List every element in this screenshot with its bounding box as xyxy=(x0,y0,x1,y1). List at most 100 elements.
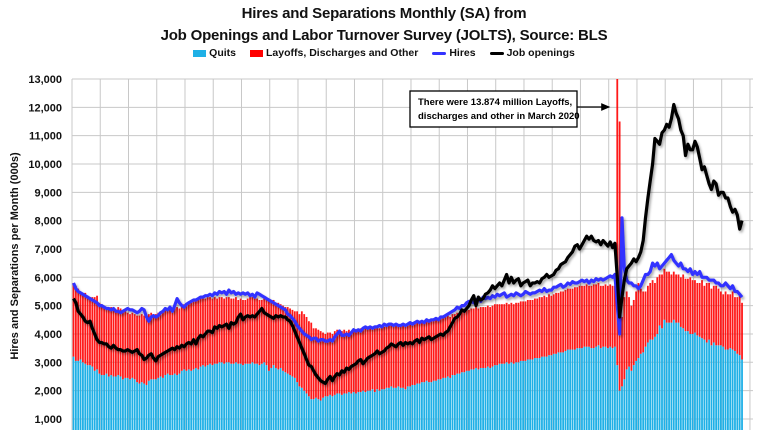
bar-quits xyxy=(355,393,357,430)
bar-layoffs xyxy=(322,332,324,398)
bar-layoffs xyxy=(564,290,567,351)
bar-layoffs xyxy=(333,331,336,395)
bar-quits xyxy=(275,367,277,430)
bar-layoffs xyxy=(524,301,527,361)
bar-layoffs xyxy=(267,301,270,371)
bar-layoffs xyxy=(588,285,590,347)
bar-quits xyxy=(696,335,699,430)
bar-layoffs xyxy=(251,297,254,363)
bar-layoffs xyxy=(493,304,496,366)
bar-layoffs xyxy=(463,309,466,373)
bar-quits xyxy=(585,346,588,430)
bar-layoffs xyxy=(533,298,536,359)
bar-quits xyxy=(715,345,718,430)
bar-layoffs xyxy=(453,314,456,376)
bar-layoffs xyxy=(430,321,433,383)
bar-layoffs xyxy=(665,271,668,323)
bar-layoffs xyxy=(192,301,195,370)
bar-layoffs xyxy=(420,321,423,383)
bar-layoffs xyxy=(446,315,449,377)
bar-layoffs xyxy=(343,329,346,394)
bar-layoffs xyxy=(552,294,555,354)
bar-quits xyxy=(270,367,273,430)
bar-quits xyxy=(291,376,294,430)
bar-layoffs xyxy=(731,291,734,350)
bar-layoffs xyxy=(712,285,715,343)
bar-quits xyxy=(609,346,612,430)
y-tick-label: 13,000 xyxy=(28,74,62,86)
bar-layoffs xyxy=(277,302,280,370)
bar-layoffs xyxy=(138,315,141,384)
annotation-line-2: discharges and other in March 2020 xyxy=(418,111,580,122)
bar-layoffs xyxy=(498,304,501,364)
bar-layoffs xyxy=(628,297,630,367)
bar-quits xyxy=(416,383,419,430)
bar-quits xyxy=(246,363,249,430)
bar-layoffs xyxy=(166,308,169,374)
bar-quits xyxy=(719,345,722,430)
bar-quits xyxy=(406,386,409,430)
bar-quits xyxy=(616,365,619,430)
bar-quits xyxy=(206,365,209,430)
bar-quits xyxy=(317,399,320,430)
bar-layoffs xyxy=(286,307,289,374)
bar-layoffs xyxy=(651,280,654,340)
bar-quits xyxy=(463,372,466,430)
bar-quits xyxy=(279,367,282,430)
bar-layoffs xyxy=(644,291,647,347)
bar-layoffs xyxy=(541,297,543,357)
bar-layoffs xyxy=(418,322,421,384)
bar-quits xyxy=(98,373,101,430)
bar-quits xyxy=(340,394,343,430)
bar-layoffs xyxy=(428,321,430,383)
bar-layoffs xyxy=(559,291,562,353)
bar-quits xyxy=(359,392,362,430)
bar-quits xyxy=(284,372,287,430)
bar-layoffs xyxy=(719,291,722,346)
bar-quits xyxy=(364,392,367,430)
bar-quits xyxy=(329,394,331,430)
bar-layoffs xyxy=(668,271,670,323)
bar-layoffs xyxy=(635,291,638,361)
y-tick-label: 5,000 xyxy=(34,301,62,313)
bar-quits xyxy=(265,365,268,430)
bar-layoffs xyxy=(298,314,301,387)
bar-quits xyxy=(734,350,736,430)
bar-quits xyxy=(701,338,703,430)
bar-layoffs xyxy=(225,297,228,363)
bar-layoffs xyxy=(352,329,355,393)
bar-layoffs xyxy=(331,333,334,397)
bar-layoffs xyxy=(458,312,461,374)
bar-layoffs xyxy=(289,308,291,376)
bar-layoffs xyxy=(734,297,736,351)
bar-layoffs xyxy=(468,309,470,371)
bar-layoffs xyxy=(77,288,80,361)
legend-swatch-quits xyxy=(193,49,207,57)
bar-quits xyxy=(550,355,553,430)
bar-quits xyxy=(710,345,713,430)
bar-layoffs xyxy=(727,294,729,350)
bar-layoffs xyxy=(385,325,388,388)
bar-quits xyxy=(623,379,626,430)
bar-layoffs xyxy=(484,307,487,368)
bar-layoffs xyxy=(145,315,148,385)
bar-quits xyxy=(536,358,539,430)
bar-layoffs xyxy=(369,328,372,391)
bar-quits xyxy=(166,373,169,430)
bar-quits xyxy=(86,365,89,430)
bar-quits xyxy=(691,333,694,430)
bar-layoffs xyxy=(583,285,586,347)
bar-layoffs xyxy=(548,294,550,356)
bar-layoffs xyxy=(632,299,635,366)
bar-quits xyxy=(133,379,136,430)
legend-swatch-layoffs xyxy=(250,49,264,57)
bar-layoffs xyxy=(187,302,190,370)
bar-quits xyxy=(569,349,572,430)
bar-layoffs xyxy=(218,297,221,363)
bar-quits xyxy=(625,369,628,430)
bar-layoffs xyxy=(656,277,659,334)
bar-quits xyxy=(220,362,223,430)
bar-layoffs xyxy=(451,314,454,376)
bar-quits xyxy=(679,326,682,430)
y-tick-label: 11,000 xyxy=(29,131,62,143)
